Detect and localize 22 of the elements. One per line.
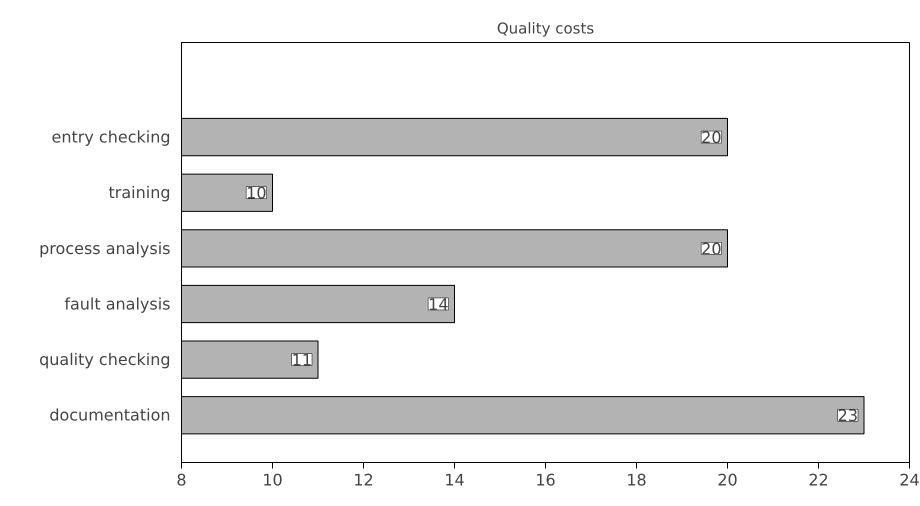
x-tick-label: 20 [717, 470, 738, 490]
y-tick-label: training [108, 183, 170, 202]
x-tick-label: 22 [808, 470, 829, 490]
chart-title: Quality costs [496, 20, 594, 38]
data-label: 14 [428, 294, 448, 314]
x-tick-label: 18 [626, 470, 647, 490]
x-tick-label: 24 [899, 470, 920, 490]
data-label: 10 [246, 184, 266, 203]
y-tick-label: process analysis [39, 238, 171, 258]
x-tick-label: 12 [353, 470, 374, 490]
x-tick-label: 14 [444, 470, 465, 490]
y-tick-label: quality checking [39, 350, 170, 370]
y-tick-label: documentation [49, 406, 171, 425]
y-tick-label: entry checking [52, 128, 171, 147]
data-label: 20 [701, 239, 722, 258]
x-tick-label: 8 [176, 470, 187, 490]
data-label: 20 [701, 128, 722, 148]
x-tick-label: 10 [262, 470, 283, 490]
data-label: 23 [838, 406, 858, 426]
data-label: 11 [292, 350, 312, 370]
y-tick-label: fault analysis [64, 294, 171, 314]
x-tick-label: 16 [535, 470, 556, 490]
